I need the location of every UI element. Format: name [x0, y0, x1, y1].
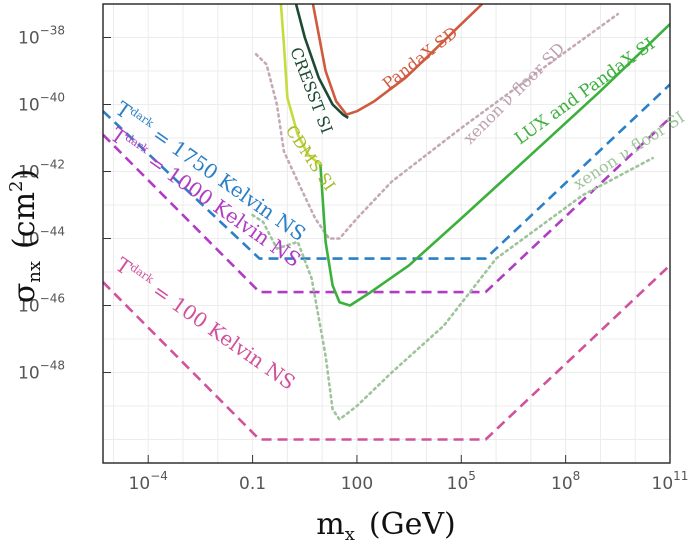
series-lux-and-pandax-si — [319, 23, 670, 307]
x-tick-label: 108 — [551, 469, 580, 494]
x-tick-label-base: 10 — [447, 474, 469, 494]
label-ns-100-eq: = 100 Kelvin NS — [143, 275, 300, 395]
y-axis-title: σnx (cm2) — [6, 169, 45, 303]
y-tick-label-base: 10 — [18, 29, 40, 49]
y-tick-label-exponent: −42 — [40, 158, 65, 172]
x-tick-label-exponent: 11 — [673, 469, 688, 483]
x-tick-label-base: 10 — [551, 474, 573, 494]
label-cdms-si: CDMS SI — [282, 122, 340, 195]
series-cresst-si — [294, 4, 349, 119]
x-axis-symbol: m — [316, 507, 344, 542]
y-tick-label: 10−40 — [18, 91, 65, 116]
y-axis-subscript: nx — [24, 261, 45, 283]
series-cdms-si — [279, 4, 322, 166]
x-tick-label: 10−4 — [129, 469, 168, 494]
y-tick-label-exponent: −48 — [40, 359, 65, 373]
x-tick-label-exponent: −4 — [150, 469, 168, 483]
x-tick-label: 1011 — [652, 469, 689, 494]
plot-frame — [102, 3, 671, 464]
y-tick-label-exponent: −38 — [40, 24, 65, 38]
x-tick-label: 105 — [447, 469, 476, 494]
y-tick-label-exponent: −40 — [40, 91, 65, 105]
x-axis-title: mx (GeV) — [316, 507, 455, 545]
y-tick-label: 10−38 — [18, 24, 65, 49]
x-tick-label-base: 0.1 — [239, 474, 266, 494]
y-tick-label: 10−48 — [18, 359, 65, 384]
label-lux-pandax-si: LUX and PandaX SI — [511, 34, 659, 149]
y-axis-unit-close: ) — [7, 169, 42, 181]
y-tick-label-base: 10 — [18, 297, 40, 317]
y-tick-label: 10−42 — [18, 158, 65, 183]
y-tick-label-base: 10 — [18, 96, 40, 116]
series-xenon-floor-si — [251, 156, 654, 421]
series-pandax-sd — [311, 4, 484, 116]
series-t-100-kelvin-ns — [103, 264, 670, 441]
y-axis-unit-open: (cm — [7, 192, 42, 249]
y-axis-unit-exponent: 2 — [6, 181, 27, 192]
x-axis-subscript: x — [345, 524, 355, 545]
label-ns-100: Tdark = 100 Kelvin NS — [111, 252, 300, 394]
y-tick-label-base: 10 — [18, 364, 40, 384]
label-pandax-sd: PandaX SD — [379, 23, 462, 93]
x-tick-label-base: 10 — [652, 474, 674, 494]
x-tick-label: 100 — [341, 474, 373, 494]
x-tick-label-base: 10 — [129, 474, 151, 494]
x-tick-label-exponent: 8 — [573, 469, 581, 483]
label-ns-1000: Tdark = 1000 Kelvin NS — [106, 122, 305, 272]
y-tick-label: 10−46 — [18, 292, 65, 317]
y-tick-label-base: 10 — [18, 230, 40, 250]
y-tick-label-exponent: −46 — [40, 292, 65, 306]
x-tick-label: 0.1 — [239, 474, 266, 494]
x-tick-label-exponent: 5 — [468, 469, 476, 483]
y-axis-symbol: σ — [7, 283, 42, 303]
y-tick-label-base: 10 — [18, 163, 40, 183]
curves — [103, 4, 670, 441]
x-axis-unit: (GeV) — [369, 507, 456, 542]
y-tick-label: 10−44 — [18, 225, 65, 250]
ticks: 10−4 0.1 100 105 108 101110−3810−4010−4210−44… — [18, 24, 688, 494]
series-xenon-floor-sd — [254, 12, 620, 240]
series-t-1750-kelvin-ns — [103, 83, 670, 260]
x-tick-label-base: 100 — [341, 474, 373, 494]
y-tick-label-exponent: −44 — [40, 225, 65, 239]
